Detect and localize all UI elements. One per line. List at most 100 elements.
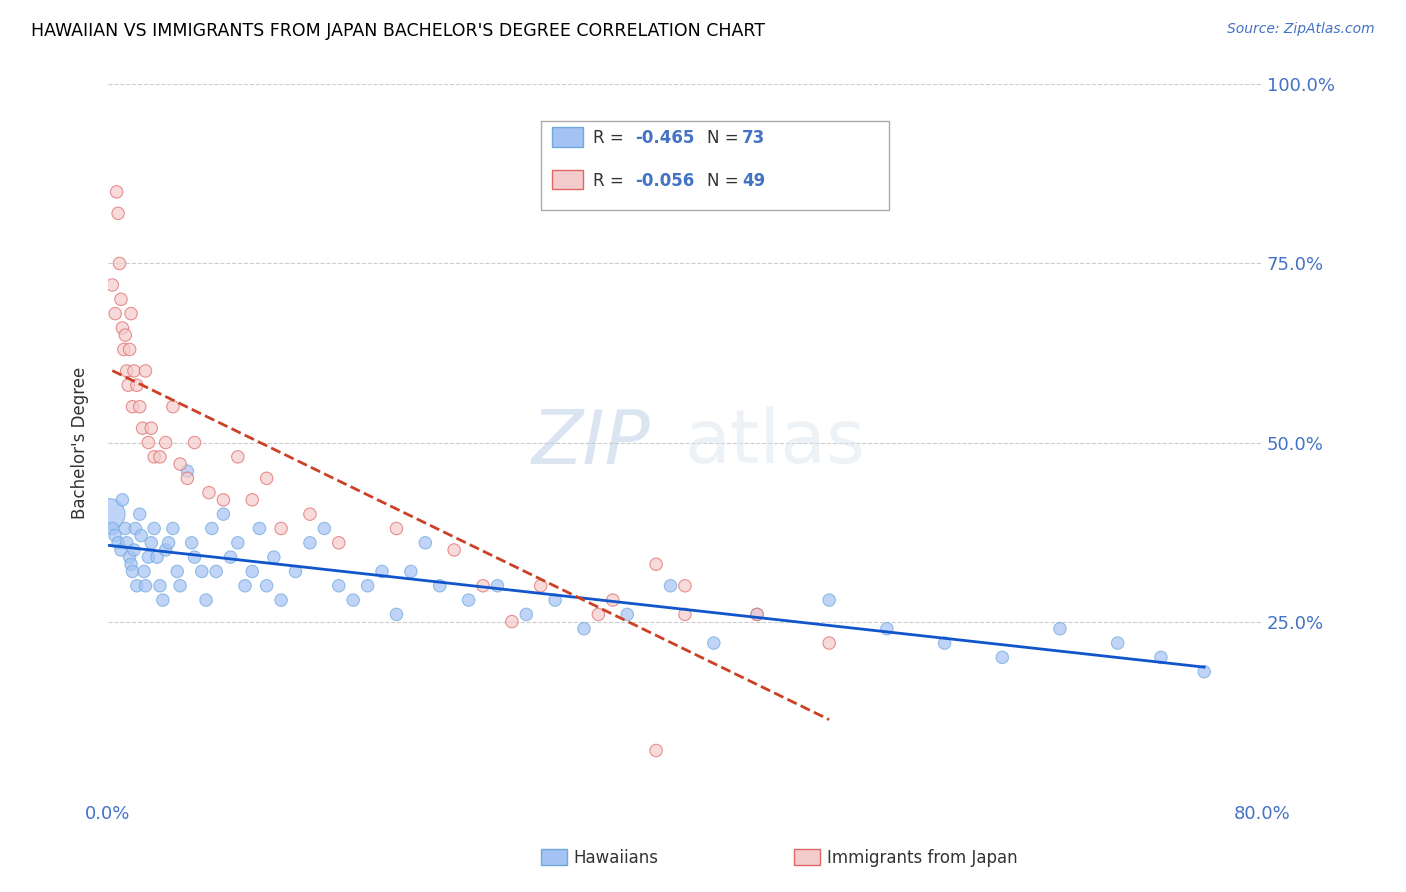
- Point: [98, 507, 121, 521]
- Point: [226, 536, 249, 550]
- Point: [233, 579, 256, 593]
- Point: [128, 507, 150, 521]
- Point: [120, 558, 142, 572]
- Point: [118, 343, 141, 357]
- Point: [673, 607, 696, 622]
- Point: [298, 536, 321, 550]
- Point: [385, 607, 408, 622]
- Point: [328, 579, 350, 593]
- Point: [991, 650, 1014, 665]
- Point: [413, 536, 436, 550]
- Text: N =: N =: [707, 171, 744, 190]
- Text: ZIP: ZIP: [531, 407, 651, 478]
- Point: [385, 521, 408, 535]
- Point: [121, 565, 143, 579]
- Point: [1192, 665, 1215, 679]
- Y-axis label: Bachelor's Degree: Bachelor's Degree: [72, 367, 89, 518]
- Point: [180, 536, 202, 550]
- Point: [107, 206, 129, 220]
- Point: [176, 464, 198, 478]
- Point: [134, 579, 156, 593]
- Point: [131, 421, 153, 435]
- Point: [125, 579, 148, 593]
- Point: [270, 521, 292, 535]
- Point: [486, 579, 509, 593]
- Point: [328, 536, 350, 550]
- Point: [111, 321, 134, 335]
- Point: [515, 607, 537, 622]
- Point: [298, 507, 321, 521]
- Point: [284, 565, 307, 579]
- Text: 73: 73: [742, 128, 765, 147]
- Point: [616, 607, 638, 622]
- Point: [198, 485, 221, 500]
- Point: [105, 185, 128, 199]
- Point: [138, 435, 160, 450]
- Point: [544, 593, 567, 607]
- Point: [212, 492, 235, 507]
- Point: [457, 593, 479, 607]
- Point: [118, 550, 141, 565]
- Point: [169, 579, 191, 593]
- Text: R =: R =: [593, 128, 628, 147]
- Point: [122, 543, 145, 558]
- Point: [818, 593, 841, 607]
- Point: [263, 550, 285, 565]
- Point: [108, 256, 131, 270]
- Point: [572, 622, 595, 636]
- Point: [195, 593, 218, 607]
- Point: [110, 293, 132, 307]
- Point: [143, 521, 166, 535]
- Point: [472, 579, 495, 593]
- Point: [115, 364, 138, 378]
- Point: [183, 435, 205, 450]
- Text: Source: ZipAtlas.com: Source: ZipAtlas.com: [1227, 22, 1375, 37]
- Point: [134, 364, 156, 378]
- Point: [588, 607, 610, 622]
- Point: [157, 536, 180, 550]
- Point: [226, 450, 249, 464]
- Point: [152, 593, 174, 607]
- Point: [146, 550, 169, 565]
- Text: -0.465: -0.465: [636, 128, 695, 147]
- Point: [314, 521, 336, 535]
- Point: [256, 471, 278, 485]
- Point: [115, 536, 138, 550]
- Point: [270, 593, 292, 607]
- Point: [673, 579, 696, 593]
- Text: HAWAIIAN VS IMMIGRANTS FROM JAPAN BACHELOR'S DEGREE CORRELATION CHART: HAWAIIAN VS IMMIGRANTS FROM JAPAN BACHEL…: [31, 22, 765, 40]
- Point: [1049, 622, 1071, 636]
- Point: [141, 421, 163, 435]
- Text: R =: R =: [593, 171, 628, 190]
- Point: [112, 343, 135, 357]
- Text: N =: N =: [707, 128, 744, 147]
- Point: [212, 507, 235, 521]
- Point: [745, 607, 768, 622]
- Point: [129, 528, 152, 542]
- Point: [530, 579, 553, 593]
- Point: [132, 565, 155, 579]
- Point: [876, 622, 898, 636]
- Point: [1107, 636, 1129, 650]
- Point: [117, 378, 139, 392]
- Text: 49: 49: [742, 171, 765, 190]
- Point: [183, 550, 205, 565]
- Point: [190, 565, 212, 579]
- Point: [501, 615, 523, 629]
- Point: [166, 565, 188, 579]
- Point: [429, 579, 451, 593]
- Point: [356, 579, 378, 593]
- Point: [645, 558, 668, 572]
- Point: [124, 521, 146, 535]
- Point: [703, 636, 725, 650]
- Point: [104, 528, 127, 542]
- Point: [141, 536, 163, 550]
- Point: [101, 521, 124, 535]
- Text: atlas: atlas: [685, 406, 866, 479]
- Point: [249, 521, 271, 535]
- Point: [138, 550, 160, 565]
- Point: [120, 307, 142, 321]
- Point: [155, 543, 177, 558]
- Point: [101, 277, 124, 292]
- Point: [176, 471, 198, 485]
